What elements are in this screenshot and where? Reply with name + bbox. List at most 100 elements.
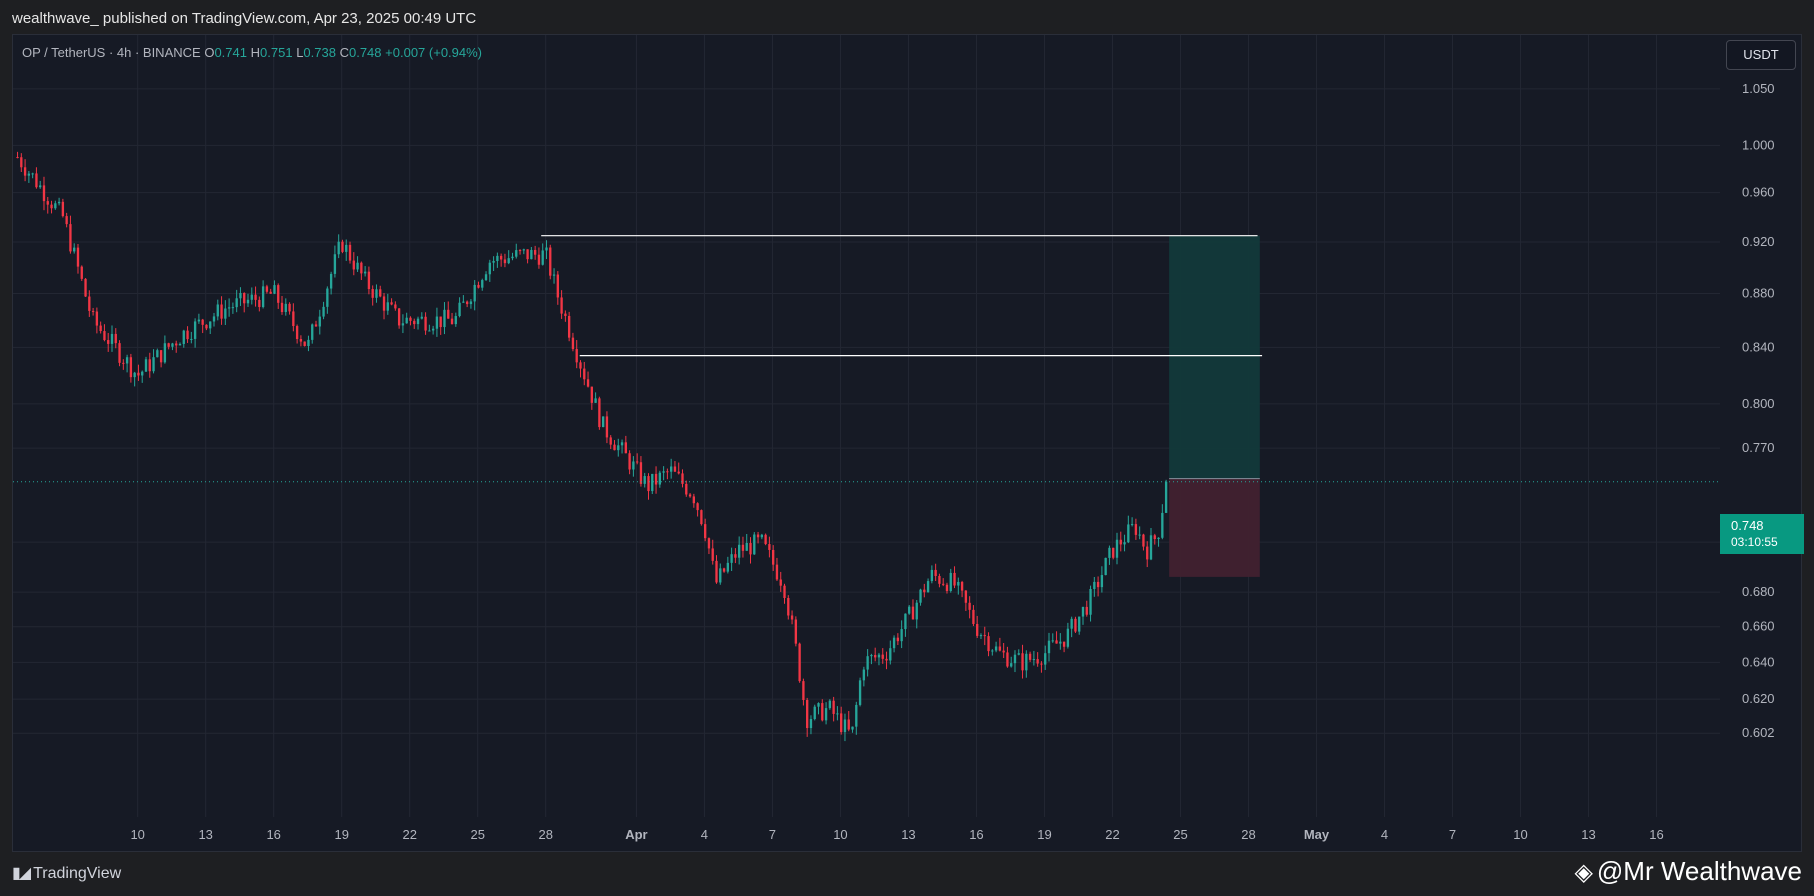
open-label: O <box>204 45 215 60</box>
candle-body <box>428 330 431 332</box>
candle-body <box>141 371 144 376</box>
candle-body <box>1078 616 1081 632</box>
candle-body <box>465 301 469 305</box>
time-axis[interactable]: 10 13 16 19 22 25 28 Apr 4 7 10 13 16 19 22 25 28 May 4 7 10… <box>13 817 1801 851</box>
symbol-name: OP / TetherUS · 4h · BINANCE <box>22 45 201 60</box>
candle-body <box>458 302 461 317</box>
candle-body <box>35 173 38 188</box>
candle-body <box>794 619 798 644</box>
x-tick-label: May <box>1304 827 1330 842</box>
y-tick-label: 0.620 <box>1742 691 1775 706</box>
candle-body <box>481 280 484 288</box>
candle-body <box>405 317 408 324</box>
last-price-value: 0.748 <box>1731 518 1764 533</box>
candle-body <box>235 298 238 308</box>
candle-body <box>447 309 450 319</box>
candle-body <box>1062 641 1066 647</box>
candle-body <box>1017 653 1020 655</box>
low-label: L <box>296 45 304 60</box>
candle-body <box>960 581 964 591</box>
open-value: 0.741 <box>214 45 247 60</box>
candle-body <box>1127 524 1130 543</box>
x-tick-label: 13 <box>1581 827 1595 842</box>
author-name: @Mr Wealthwave <box>1596 856 1802 886</box>
candle-body <box>787 597 790 616</box>
price-axis[interactable]: 0.6020.6200.6400.6600.6800.7100.7700.800… <box>1720 35 1801 851</box>
candle-body <box>473 284 476 302</box>
candle-body <box>564 313 567 316</box>
candle-body <box>828 700 832 709</box>
candle-body <box>295 326 299 340</box>
candle-body <box>371 289 374 298</box>
candle-body <box>586 379 590 387</box>
candle-body <box>367 271 371 290</box>
candle-body <box>1164 481 1168 513</box>
candle-body <box>1157 537 1160 540</box>
candle-body <box>216 304 219 317</box>
candle-body <box>1010 663 1013 667</box>
candle-body <box>806 699 809 729</box>
close-value: 0.748 <box>348 45 382 60</box>
candle-body <box>666 471 669 473</box>
candle-body <box>1138 534 1141 536</box>
currency-button[interactable]: USDT <box>1726 40 1796 70</box>
candle-body <box>858 680 862 705</box>
candle-body <box>915 602 918 620</box>
candle-body <box>345 244 348 252</box>
candle-body <box>1066 628 1070 647</box>
candle-body <box>133 372 136 378</box>
candle-body <box>896 637 900 642</box>
tradingview-icon: ▮◢ <box>12 865 31 882</box>
tradingview-logo[interactable]: ▮◢ TradingView <box>12 863 121 883</box>
candle-body <box>1153 535 1156 540</box>
candle-body <box>1119 539 1122 545</box>
candle-body <box>280 302 284 312</box>
candle-body <box>926 581 930 593</box>
candle-body <box>1108 547 1111 558</box>
y-tick-label: 0.920 <box>1742 234 1775 249</box>
candle-body <box>738 544 741 558</box>
candle-body <box>1104 557 1107 576</box>
candle-body <box>945 584 949 592</box>
candle-body <box>220 304 223 319</box>
candle-body <box>1123 542 1126 545</box>
y-tick-label: 0.770 <box>1742 440 1775 455</box>
high-label: H <box>250 45 261 60</box>
candle-body <box>613 444 616 451</box>
candle-body <box>707 538 711 549</box>
candlestick-chart[interactable]: 0.6020.6200.6400.6600.6800.7100.7700.800… <box>13 35 1801 851</box>
candle-body <box>919 589 922 603</box>
candle-body <box>409 317 412 321</box>
candle-body <box>129 357 133 378</box>
candle-body <box>190 338 193 340</box>
candle-body <box>307 339 310 346</box>
candle-body <box>261 286 265 308</box>
x-tick-label: 28 <box>538 827 552 842</box>
chart-panel[interactable]: 0.6020.6200.6400.6600.6800.7100.7700.800… <box>12 34 1802 852</box>
candle-body <box>311 324 314 340</box>
candle-body <box>877 654 881 658</box>
brand-name: TradingView <box>33 865 122 882</box>
y-tick-label: 0.660 <box>1742 619 1775 634</box>
change-value: +0.007 (+0.94%) <box>385 45 483 60</box>
footer <box>0 852 1814 896</box>
candle-body <box>594 398 597 403</box>
candle-body <box>469 301 473 305</box>
candle-body <box>734 554 737 558</box>
candle-body <box>337 241 340 255</box>
candle-body <box>503 259 507 264</box>
candle-body <box>239 292 242 299</box>
bar-countdown: 03:10:55 <box>1731 535 1778 549</box>
candle-body <box>817 703 820 707</box>
candle-body <box>39 185 42 188</box>
candle-body <box>1006 652 1009 667</box>
candle-body <box>269 291 272 294</box>
candle-body <box>156 350 159 358</box>
candle-body <box>1051 640 1054 642</box>
candle-body <box>783 585 786 598</box>
candle-body <box>23 167 27 176</box>
candle-body <box>749 543 752 555</box>
candle-body <box>677 471 680 474</box>
candle-body <box>1032 659 1036 661</box>
candle-body <box>617 445 620 451</box>
